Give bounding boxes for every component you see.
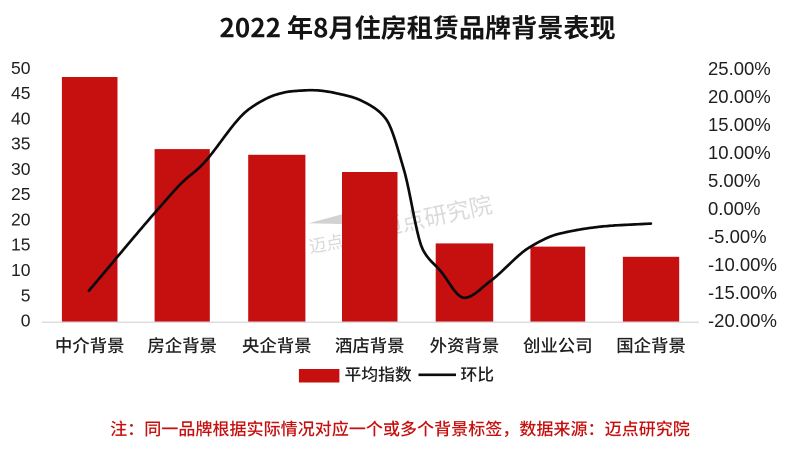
svg-text:15: 15 [11, 235, 30, 255]
svg-text:0.00%: 0.00% [708, 198, 760, 219]
svg-text:-5.00%: -5.00% [708, 226, 767, 247]
svg-text:15.00%: 15.00% [708, 114, 771, 135]
svg-text:45: 45 [11, 83, 30, 103]
svg-text:30: 30 [11, 159, 31, 179]
svg-text:20.00%: 20.00% [708, 86, 771, 107]
svg-text:5: 5 [21, 285, 31, 305]
svg-text:50: 50 [11, 58, 31, 78]
svg-text:35: 35 [11, 134, 30, 154]
svg-text:10: 10 [11, 260, 31, 280]
svg-text:40: 40 [11, 108, 31, 128]
svg-text:10.00%: 10.00% [708, 142, 771, 163]
svg-text:-10.00%: -10.00% [708, 254, 777, 275]
svg-text:5.00%: 5.00% [708, 170, 760, 191]
svg-text:0: 0 [21, 311, 31, 331]
svg-text:-20.00%: -20.00% [708, 310, 777, 331]
svg-text:20: 20 [11, 210, 31, 230]
svg-text:-15.00%: -15.00% [708, 282, 777, 303]
svg-text:25: 25 [11, 184, 30, 204]
svg-text:25.00%: 25.00% [708, 58, 771, 79]
